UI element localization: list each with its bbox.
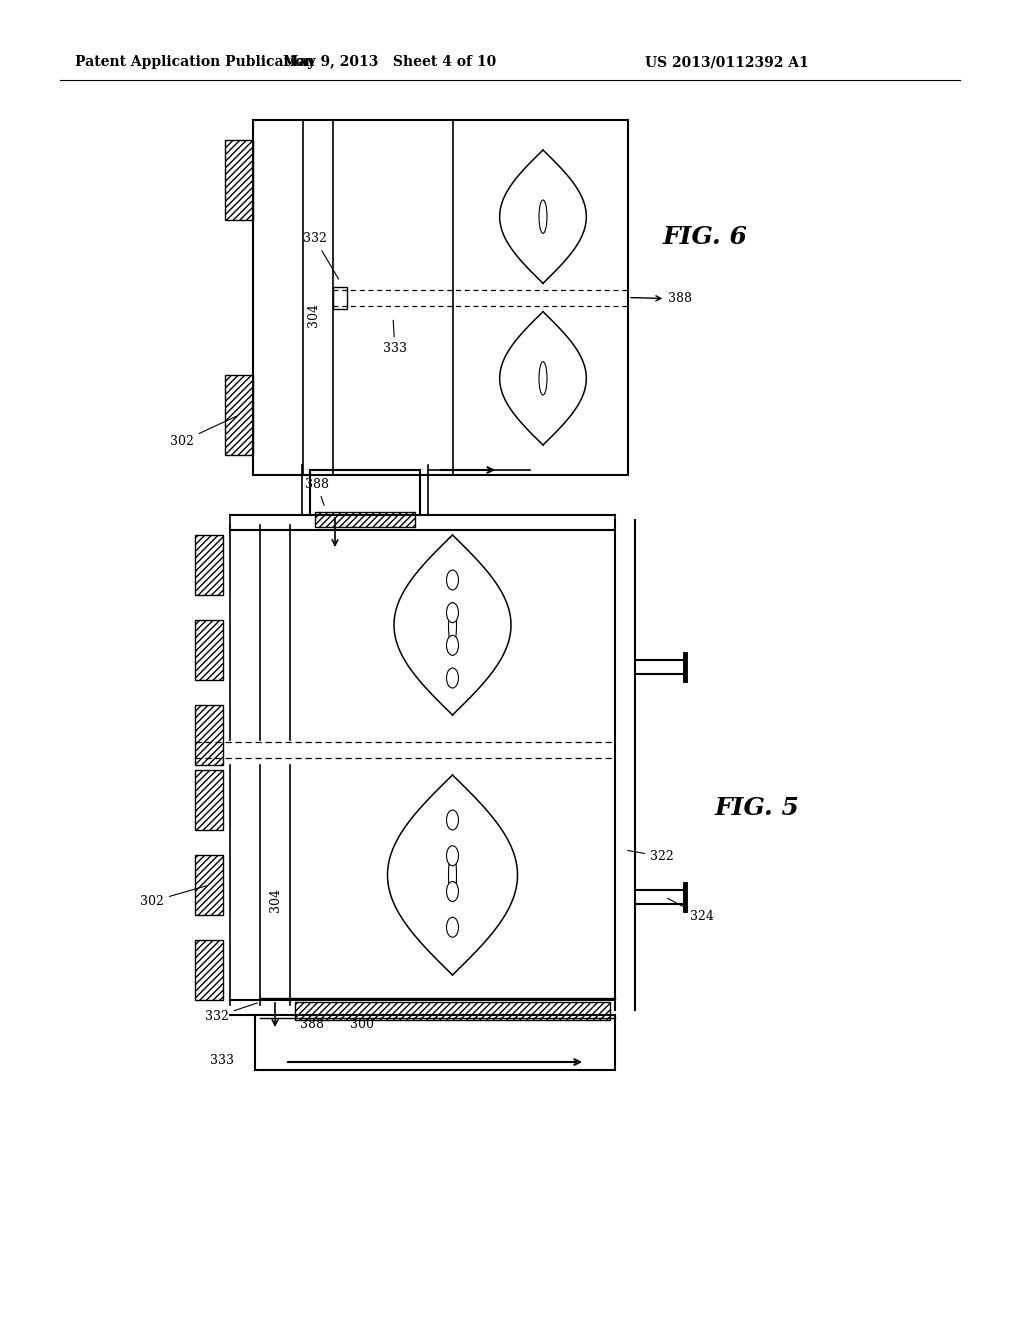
Bar xyxy=(195,705,223,766)
Text: 388: 388 xyxy=(305,478,329,506)
Bar xyxy=(295,1002,610,1020)
Text: 304: 304 xyxy=(306,304,319,327)
Text: 302: 302 xyxy=(170,416,237,447)
Bar xyxy=(195,620,223,680)
Ellipse shape xyxy=(446,846,459,866)
Bar xyxy=(195,535,223,595)
Text: FIG. 6: FIG. 6 xyxy=(663,226,748,249)
Ellipse shape xyxy=(446,603,459,623)
Text: 388: 388 xyxy=(300,1018,324,1031)
Text: 302: 302 xyxy=(140,886,206,908)
Bar xyxy=(253,120,628,475)
Bar xyxy=(333,286,347,309)
Text: 332: 332 xyxy=(303,232,339,279)
Bar xyxy=(225,375,253,455)
Ellipse shape xyxy=(446,635,459,655)
Text: 300: 300 xyxy=(350,1018,374,1031)
Bar xyxy=(230,515,615,531)
Ellipse shape xyxy=(446,570,459,590)
Text: 322: 322 xyxy=(628,850,674,863)
Bar xyxy=(195,770,223,830)
Bar xyxy=(195,940,223,1001)
Text: 333: 333 xyxy=(383,321,407,355)
Text: US 2013/0112392 A1: US 2013/0112392 A1 xyxy=(645,55,809,69)
Ellipse shape xyxy=(539,362,547,395)
Ellipse shape xyxy=(446,810,459,830)
Ellipse shape xyxy=(449,850,457,900)
Text: FIG. 5: FIG. 5 xyxy=(715,796,800,820)
Text: 333: 333 xyxy=(210,1053,234,1067)
Ellipse shape xyxy=(449,602,457,648)
Bar xyxy=(195,855,223,915)
Text: 388: 388 xyxy=(631,293,692,305)
Text: Patent Application Publication: Patent Application Publication xyxy=(75,55,314,69)
Bar xyxy=(225,140,253,220)
Text: May 9, 2013   Sheet 4 of 10: May 9, 2013 Sheet 4 of 10 xyxy=(284,55,497,69)
Ellipse shape xyxy=(539,201,547,234)
Bar xyxy=(315,512,415,527)
Text: 304: 304 xyxy=(268,888,282,912)
Ellipse shape xyxy=(446,917,459,937)
Text: 324: 324 xyxy=(668,899,714,923)
Ellipse shape xyxy=(446,668,459,688)
Text: 332: 332 xyxy=(205,1003,257,1023)
Ellipse shape xyxy=(446,882,459,902)
